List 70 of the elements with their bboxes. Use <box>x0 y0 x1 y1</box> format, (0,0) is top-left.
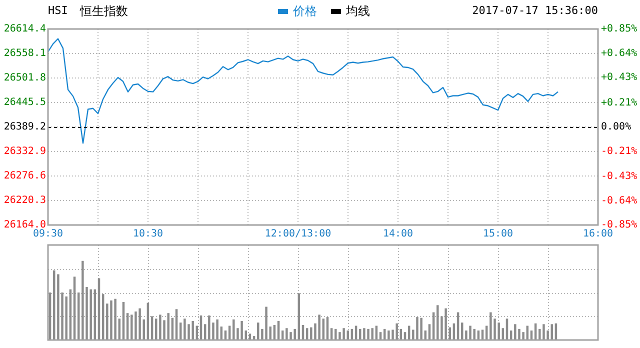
bar <box>286 328 288 340</box>
bar <box>310 327 312 340</box>
bar <box>469 326 472 340</box>
bar <box>114 298 116 340</box>
bar <box>367 328 370 340</box>
bar <box>371 328 374 340</box>
bar <box>82 260 84 340</box>
bar <box>444 308 447 340</box>
y2-tick-label: 0.00% <box>601 122 632 133</box>
y2-tick-label: -0.43% <box>601 171 638 182</box>
bar <box>388 330 390 340</box>
y-tick-label: 26332.9 <box>4 146 46 158</box>
chart-title: 恒生指数 <box>80 3 128 20</box>
bar <box>216 319 218 340</box>
bar <box>342 328 345 340</box>
bar <box>294 328 296 340</box>
y-tick-label: 26614.4 <box>4 24 46 35</box>
bar <box>416 317 418 340</box>
x-tick-label: 14:00 <box>382 228 414 240</box>
bar <box>184 318 186 340</box>
y2-tick-label: +0.43% <box>601 72 638 84</box>
bar <box>192 321 194 340</box>
x-tick-label: 15:00 <box>482 228 514 240</box>
bar <box>232 319 235 340</box>
y-tick-label: 26501.8 <box>4 72 46 84</box>
y2-tick-label: +0.85% <box>601 24 638 35</box>
bar <box>265 306 268 340</box>
bar <box>396 323 398 340</box>
bar <box>65 296 68 340</box>
x-tick-label: 12:00/13:00 <box>264 228 332 240</box>
y-tick-label: 26445.5 <box>4 97 46 108</box>
bar <box>334 328 337 340</box>
y2-tick-label: -0.64% <box>601 195 638 206</box>
bar <box>363 328 366 340</box>
bar <box>134 312 137 340</box>
bar <box>110 300 112 340</box>
bar <box>138 308 141 340</box>
bar <box>159 314 162 340</box>
bar <box>208 315 210 340</box>
bar <box>318 314 320 340</box>
text: 2017-07-17 15:36:00 <box>472 4 598 17</box>
bar <box>542 324 545 340</box>
x-tick-label: 10:30 <box>132 228 164 240</box>
legend-label: 价格 <box>293 3 317 20</box>
bar <box>90 289 92 340</box>
bar <box>338 332 341 340</box>
bar <box>473 328 476 340</box>
bar <box>167 313 170 340</box>
x-tick-label: 16:00 <box>582 228 614 240</box>
legend-label: 均线 <box>346 3 370 20</box>
text: HSI <box>48 4 68 17</box>
bar <box>57 274 60 340</box>
y-tick-label: 26558.1 <box>4 48 46 60</box>
bar <box>240 321 243 340</box>
y2-tick-label: +0.64% <box>601 48 638 59</box>
bar <box>436 305 439 340</box>
bar <box>490 312 492 340</box>
bar <box>522 332 524 340</box>
y-tick-label: 26389.2 <box>4 122 46 133</box>
bar <box>130 314 133 340</box>
bar <box>498 322 500 340</box>
bar <box>290 332 292 340</box>
bar <box>420 318 422 340</box>
bar <box>514 324 516 340</box>
y-tick-label: 26220.3 <box>4 195 46 206</box>
y-tick-label: 26276.6 <box>4 170 46 182</box>
y2-tick-label: -0.21% <box>601 146 638 157</box>
x-tick-label: 09:30 <box>32 228 64 240</box>
y2-tick-label: +0.21% <box>601 97 638 108</box>
bar <box>106 304 108 340</box>
